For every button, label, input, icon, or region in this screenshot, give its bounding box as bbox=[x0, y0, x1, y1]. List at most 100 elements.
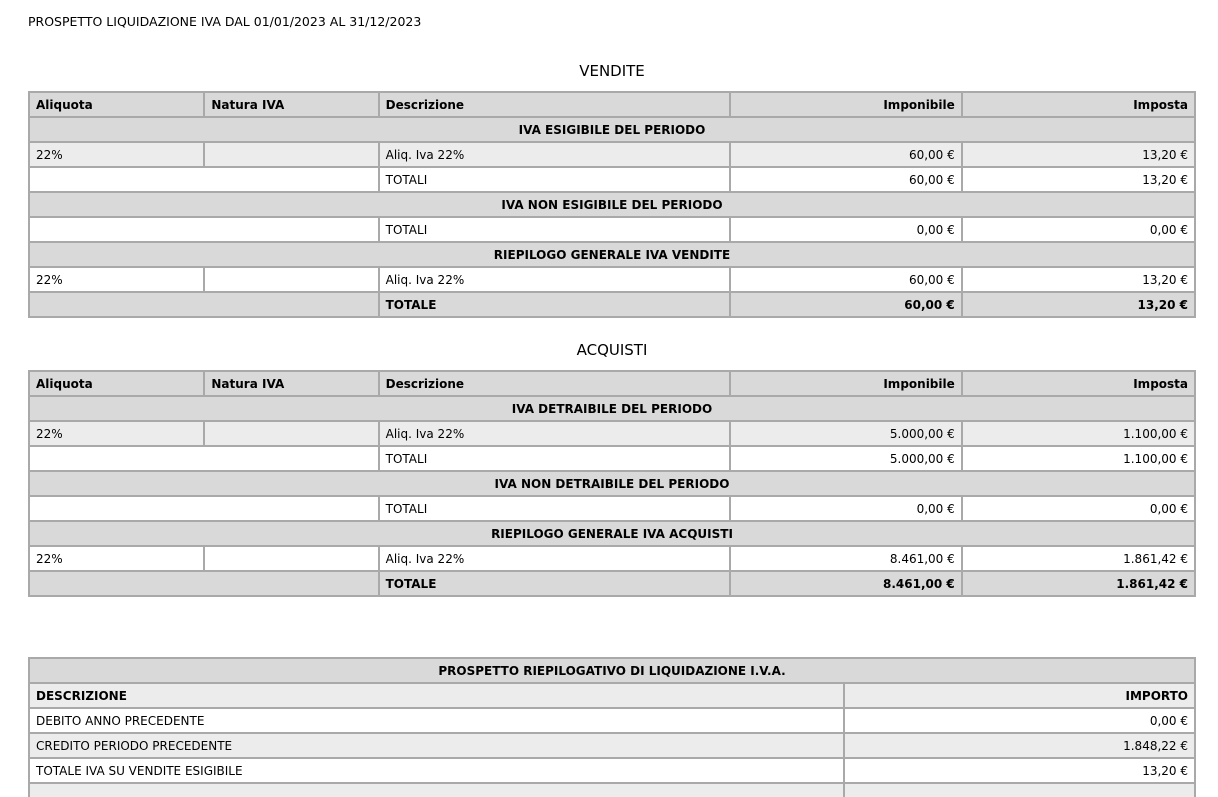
column-header-natura-iva: Natura IVA bbox=[205, 93, 378, 116]
section-row: IVA NON DETRAIBILE DEL PERIODO bbox=[30, 472, 1194, 495]
imponibile-cell: 0,00 € bbox=[730, 218, 961, 241]
imponibile-cell: 0,00 € bbox=[730, 497, 961, 520]
totale-label: TOTALE bbox=[379, 572, 729, 595]
column-header-imposta: Imposta bbox=[962, 372, 1194, 395]
spacer-cell bbox=[30, 447, 378, 470]
column-header-descrizione: DESCRIZIONE bbox=[30, 684, 844, 707]
column-header-descrizione: Descrizione bbox=[379, 372, 729, 395]
imponibile-cell: 5.000,00 € bbox=[730, 422, 961, 445]
imposta-cell: 0,00 € bbox=[962, 218, 1194, 241]
column-header-imponibile: Imponibile bbox=[730, 372, 961, 395]
aliquota-cell: 22% bbox=[30, 547, 204, 570]
descrizione-cell: Aliq. Iva 22% bbox=[379, 422, 729, 445]
imponibile-cell: 60,00 € bbox=[730, 293, 961, 316]
vendite-table: Aliquota Natura IVA Descrizione Imponibi… bbox=[28, 91, 1196, 318]
section-label: IVA NON DETRAIBILE DEL PERIODO bbox=[30, 472, 1194, 495]
imposta-cell: 1.100,00 € bbox=[962, 447, 1194, 470]
imposta-cell: 0,00 € bbox=[962, 497, 1194, 520]
descrizione-cell: Aliq. Iva 22% bbox=[379, 268, 729, 291]
riepilogo-row: TOTALE IVA SU VENDITE ESIGIBILE 13,20 € bbox=[30, 759, 1194, 782]
riepilogo-title-row: PROSPETTO RIEPILOGATIVO DI LIQUIDAZIONE … bbox=[30, 659, 1194, 682]
acquisti-table: Aliquota Natura IVA Descrizione Imponibi… bbox=[28, 370, 1196, 597]
section-label: RIEPILOGO GENERALE IVA VENDITE bbox=[30, 243, 1194, 266]
column-header-aliquota: Aliquota bbox=[30, 93, 204, 116]
imponibile-cell: 60,00 € bbox=[730, 168, 961, 191]
section-row: RIEPILOGO GENERALE IVA ACQUISTI bbox=[30, 522, 1194, 545]
descrizione-cell: Aliq. Iva 22% bbox=[379, 143, 729, 166]
natura-cell bbox=[205, 143, 378, 166]
importo-cell: 0,00 € bbox=[845, 709, 1194, 732]
aliquota-cell: 22% bbox=[30, 422, 204, 445]
imposta-cell: 13,20 € bbox=[962, 268, 1194, 291]
acquisti-header-row: Aliquota Natura IVA Descrizione Imponibi… bbox=[30, 372, 1194, 395]
rate-row: 22% Aliq. Iva 22% 8.461,00 € 1.861,42 € bbox=[30, 547, 1194, 570]
totale-row: TOTALE 8.461,00 € 1.861,42 € bbox=[30, 572, 1194, 595]
rate-row: 22% Aliq. Iva 22% 5.000,00 € 1.100,00 € bbox=[30, 422, 1194, 445]
vendite-caption: VENDITE bbox=[579, 62, 645, 80]
section-row: RIEPILOGO GENERALE IVA VENDITE bbox=[30, 243, 1194, 266]
spacer-cell bbox=[30, 497, 378, 520]
totali-label: TOTALI bbox=[379, 168, 729, 191]
totali-label: TOTALI bbox=[379, 447, 729, 470]
spacer-cell bbox=[30, 218, 378, 241]
section-label: IVA ESIGIBILE DEL PERIODO bbox=[30, 118, 1194, 141]
imponibile-cell: 60,00 € bbox=[730, 143, 961, 166]
riepilogo-header-row: DESCRIZIONE IMPORTO bbox=[30, 684, 1194, 707]
column-header-natura-iva: Natura IVA bbox=[205, 372, 378, 395]
rate-row: 22% Aliq. Iva 22% 60,00 € 13,20 € bbox=[30, 143, 1194, 166]
imposta-cell: 13,20 € bbox=[962, 143, 1194, 166]
section-label: RIEPILOGO GENERALE IVA ACQUISTI bbox=[30, 522, 1194, 545]
section-row: IVA DETRAIBILE DEL PERIODO bbox=[30, 397, 1194, 420]
aliquota-cell: 22% bbox=[30, 143, 204, 166]
page-title: PROSPETTO LIQUIDAZIONE IVA DAL 01/01/202… bbox=[28, 14, 422, 29]
column-header-imposta: Imposta bbox=[962, 93, 1194, 116]
totali-row: TOTALI 0,00 € 0,00 € bbox=[30, 497, 1194, 520]
riepilogo-title: PROSPETTO RIEPILOGATIVO DI LIQUIDAZIONE … bbox=[30, 659, 1194, 682]
section-label: IVA NON ESIGIBILE DEL PERIODO bbox=[30, 193, 1194, 216]
descrizione-cell: TOTALE IVA SU VENDITE ESIGIBILE bbox=[30, 759, 844, 782]
imposta-cell: 13,20 € bbox=[962, 168, 1194, 191]
imponibile-cell: 5.000,00 € bbox=[730, 447, 961, 470]
natura-cell bbox=[205, 422, 378, 445]
section-row: IVA ESIGIBILE DEL PERIODO bbox=[30, 118, 1194, 141]
column-header-importo: IMPORTO bbox=[845, 684, 1194, 707]
importo-cell: 1.848,22 € bbox=[845, 734, 1194, 757]
column-header-descrizione: Descrizione bbox=[379, 93, 729, 116]
spacer-cell bbox=[30, 168, 378, 191]
imponibile-cell: 8.461,00 € bbox=[730, 572, 961, 595]
spacer-cell bbox=[30, 572, 378, 595]
vendite-header-row: Aliquota Natura IVA Descrizione Imponibi… bbox=[30, 93, 1194, 116]
riepilogo-table: PROSPETTO RIEPILOGATIVO DI LIQUIDAZIONE … bbox=[28, 657, 1196, 797]
totali-row: TOTALI 5.000,00 € 1.100,00 € bbox=[30, 447, 1194, 470]
descrizione-cell: CREDITO PERIODO PRECEDENTE bbox=[30, 734, 844, 757]
totali-row: TOTALI 60,00 € 13,20 € bbox=[30, 168, 1194, 191]
spacer-cell bbox=[30, 293, 378, 316]
section-label: IVA DETRAIBILE DEL PERIODO bbox=[30, 397, 1194, 420]
rate-row: 22% Aliq. Iva 22% 60,00 € 13,20 € bbox=[30, 268, 1194, 291]
imposta-cell: 1.861,42 € bbox=[962, 572, 1194, 595]
totali-label: TOTALI bbox=[379, 497, 729, 520]
acquisti-caption: ACQUISTI bbox=[576, 341, 648, 359]
totali-row: TOTALI 0,00 € 0,00 € bbox=[30, 218, 1194, 241]
natura-cell bbox=[205, 547, 378, 570]
column-header-aliquota: Aliquota bbox=[30, 372, 204, 395]
natura-cell bbox=[205, 268, 378, 291]
section-row: IVA NON ESIGIBILE DEL PERIODO bbox=[30, 193, 1194, 216]
imponibile-cell: 60,00 € bbox=[730, 268, 961, 291]
riepilogo-row: CREDITO PERIODO PRECEDENTE 1.848,22 € bbox=[30, 734, 1194, 757]
importo-cell: 13,20 € bbox=[845, 759, 1194, 782]
aliquota-cell: 22% bbox=[30, 268, 204, 291]
descrizione-cell: Aliq. Iva 22% bbox=[379, 547, 729, 570]
totali-label: TOTALI bbox=[379, 218, 729, 241]
riepilogo-row-partial bbox=[30, 784, 1194, 797]
totale-row: TOTALE 60,00 € 13,20 € bbox=[30, 293, 1194, 316]
totale-label: TOTALE bbox=[379, 293, 729, 316]
importo-cell bbox=[845, 784, 1194, 797]
descrizione-cell bbox=[30, 784, 844, 797]
imponibile-cell: 8.461,00 € bbox=[730, 547, 961, 570]
riepilogo-row: DEBITO ANNO PRECEDENTE 0,00 € bbox=[30, 709, 1194, 732]
imposta-cell: 1.100,00 € bbox=[962, 422, 1194, 445]
column-header-imponibile: Imponibile bbox=[730, 93, 961, 116]
descrizione-cell: DEBITO ANNO PRECEDENTE bbox=[30, 709, 844, 732]
